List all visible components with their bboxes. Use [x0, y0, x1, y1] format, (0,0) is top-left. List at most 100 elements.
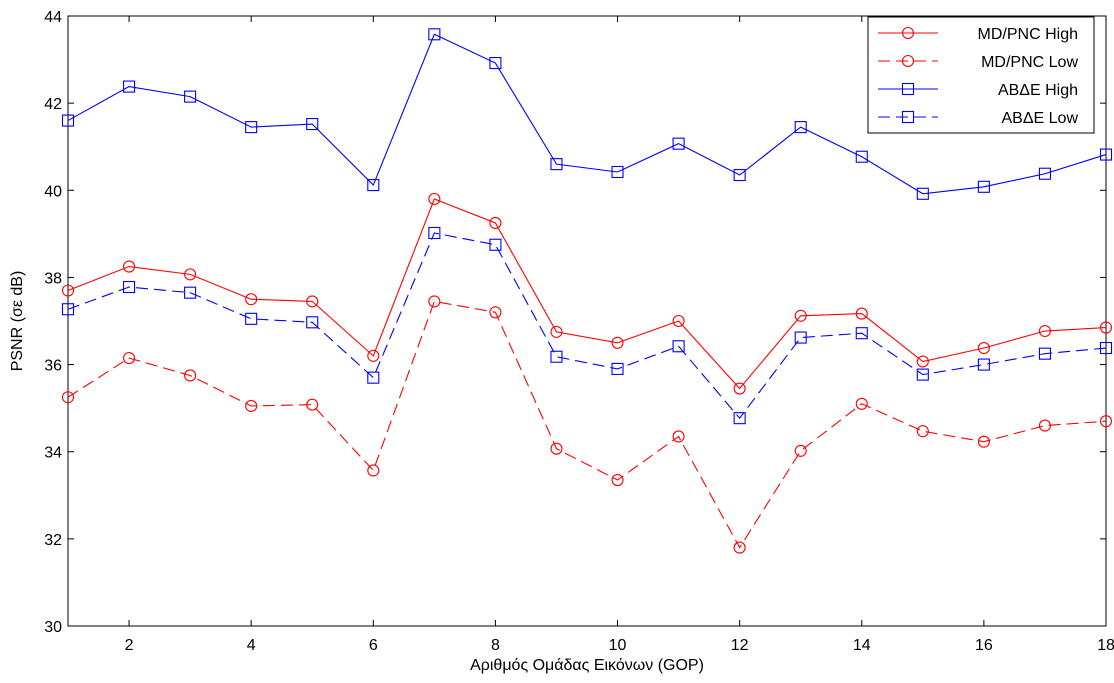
series-line: [67, 33, 1107, 195]
legend-label: ΑΒΔΕ Low: [1002, 110, 1079, 127]
data-point: [733, 412, 746, 425]
series-0: [61, 192, 1113, 395]
data-point: [61, 303, 75, 316]
data-point: [245, 399, 258, 413]
data-point: [1038, 167, 1051, 180]
data-point: [61, 114, 75, 127]
data-point: [123, 280, 136, 294]
data-point: [306, 398, 319, 411]
data-point: [306, 118, 319, 131]
data-point: [733, 541, 746, 554]
series-3: [61, 226, 1113, 425]
legend: MD/PNC High MD/PNC Low ΑΒΔΕ High ΑΒΔΕ Low: [867, 16, 1095, 134]
series-line: [67, 232, 1107, 420]
data-point: [916, 355, 929, 368]
data-point: [672, 137, 685, 150]
data-point: [428, 226, 441, 240]
data-point: [123, 351, 136, 365]
data-point: [550, 350, 563, 363]
data-point: [855, 307, 868, 320]
y-tick-label: 40: [44, 183, 62, 200]
data-point: [184, 268, 197, 281]
y-tick-label: 34: [44, 445, 62, 462]
y-tick-label: 32: [44, 532, 62, 549]
x-tick-label: 10: [609, 637, 627, 654]
legend-marker: [901, 110, 915, 124]
data-point: [1099, 321, 1113, 334]
data-point: [123, 80, 136, 93]
data-point: [306, 316, 319, 329]
data-point: [977, 180, 990, 193]
y-tick-label: 30: [44, 619, 62, 636]
data-point: [550, 158, 563, 171]
data-point: [61, 284, 75, 297]
data-point: [611, 473, 624, 487]
data-point: [916, 425, 929, 438]
data-point: [672, 340, 685, 353]
x-axis-label: Αριθμός Ομάδας Εικόνων (GOP): [470, 657, 704, 674]
data-point: [1099, 148, 1113, 161]
data-point: [367, 349, 380, 362]
data-point: [794, 331, 807, 344]
data-point: [184, 286, 197, 299]
data-point: [61, 391, 75, 404]
data-point: [916, 187, 929, 200]
y-tick-label: 44: [44, 9, 62, 26]
data-point: [1099, 415, 1113, 428]
data-point: [733, 168, 746, 182]
data-point: [1038, 419, 1051, 432]
data-point: [245, 293, 258, 306]
data-point: [1038, 324, 1051, 338]
y-tick-label: 42: [44, 96, 62, 113]
data-point: [1099, 341, 1113, 355]
axis-ticks: 2 4 6 8 10 12 14 16 18 30 32 34 36 38 40 42 44: [44, 9, 1114, 654]
data-point: [123, 260, 136, 273]
x-tick-label: 4: [247, 637, 256, 654]
data-point: [489, 216, 502, 230]
x-tick-label: 18: [1097, 637, 1114, 654]
data-point: [428, 192, 441, 206]
data-point: [794, 121, 807, 134]
legend-label: ΑΒΔΕ High: [998, 82, 1078, 99]
data-point: [367, 371, 380, 384]
data-point: [611, 362, 624, 375]
series-line: [67, 300, 1107, 549]
data-point: [184, 90, 197, 103]
data-point: [367, 179, 380, 192]
legend-label: MD/PNC High: [978, 26, 1078, 43]
data-point: [733, 382, 746, 395]
x-tick-label: 14: [853, 637, 871, 654]
data-point: [977, 341, 990, 355]
y-axis-label: PSNR (σε dB): [9, 271, 26, 372]
x-tick-label: 8: [491, 637, 500, 654]
data-point: [184, 369, 197, 382]
data-point: [367, 464, 380, 477]
data-point: [855, 150, 868, 163]
data-point: [977, 358, 990, 371]
data-point: [550, 442, 563, 455]
series-line: [67, 198, 1107, 390]
x-tick-label: 2: [125, 637, 134, 654]
data-point: [611, 336, 624, 349]
x-tick-label: 16: [975, 637, 993, 654]
x-tick-label: 6: [369, 637, 378, 654]
data-point: [977, 435, 990, 448]
data-point: [855, 327, 868, 340]
data-point: [672, 430, 685, 443]
legend-marker: [901, 54, 915, 68]
data-point: [428, 295, 441, 308]
data-point: [855, 397, 868, 410]
data-point: [245, 121, 258, 134]
data-point: [794, 444, 807, 457]
legend-label: MD/PNC Low: [981, 54, 1078, 71]
data-point: [428, 28, 441, 41]
data-point: [306, 295, 319, 308]
legend-marker: [901, 82, 915, 96]
data-point: [794, 309, 807, 322]
y-tick-label: 36: [44, 358, 62, 375]
series-2: [61, 28, 1113, 200]
data-point: [672, 314, 685, 328]
data-point: [916, 368, 929, 381]
